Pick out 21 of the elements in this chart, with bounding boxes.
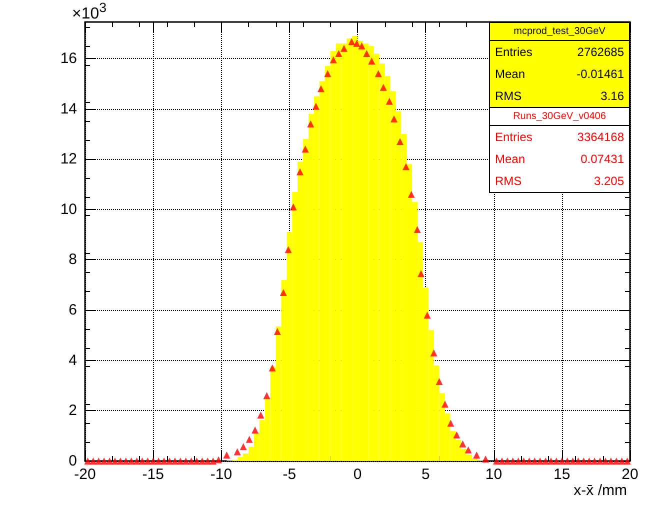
y-tick-label: 0 [68,452,77,470]
y-tick-label: 2 [68,402,77,420]
x-axis-title: x-x̄ /mm [574,482,627,499]
y-tick-label: 12 [60,150,77,168]
x-tick-label: -15 [142,466,164,483]
x-tick-label: 15 [554,466,570,483]
x-tick-label: -20 [74,466,96,483]
x-tick-label: 10 [485,466,502,483]
y-tick-label: 14 [60,100,77,118]
y-tick-label: 8 [68,251,77,268]
x-tick-label: 0 [353,466,362,483]
x-tick-label: -10 [210,466,232,483]
text: ×10$^{3}$ [72,0,107,24]
y-tick-label: 4 [68,352,77,369]
statistics-panel: mcprod_test_30GeV Entries 2762685 Mean -0.01461 RMS 3.16 Runs_30GeV_v0406 Entries 3364168 Mean 0.07431 RMS 3.205 [489,22,630,193]
y-tick-label: 6 [68,302,77,319]
x-tick-label: -5 [282,466,296,483]
x-tick-label: 5 [421,466,430,483]
y-tick-label: 16 [60,50,77,67]
y-tick-label: 10 [60,200,77,218]
x-tick-label: 20 [622,466,638,483]
